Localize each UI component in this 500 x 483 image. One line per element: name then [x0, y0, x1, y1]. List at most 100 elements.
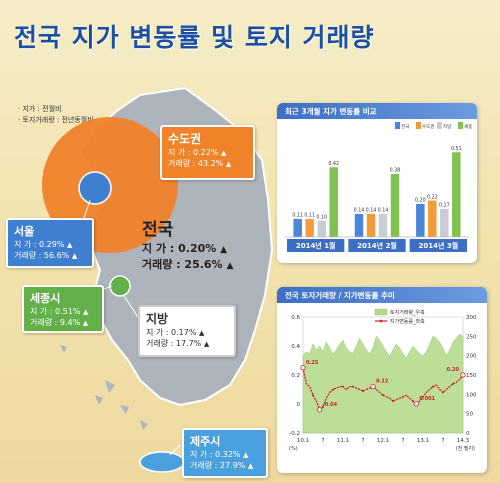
annotation-marker	[317, 407, 323, 413]
price-point	[352, 385, 354, 388]
category-bar-label-bg	[409, 239, 467, 252]
price-point	[362, 389, 364, 392]
legend-label: 토지거래량_우축	[390, 309, 425, 316]
legend-label: 세종	[464, 123, 472, 130]
y-left-tick: 0.6	[291, 315, 300, 321]
annotation-label: 0.20	[447, 367, 460, 373]
x-tick: 14.3	[457, 438, 470, 444]
legend-swatch	[458, 122, 463, 129]
data-label: 0.42	[328, 161, 339, 167]
price-point	[312, 394, 314, 397]
annotation-marker	[413, 401, 419, 407]
region-seoul-card: 서울 지 가 : 0.29% ▲ 거래량 : 56.6% ▲	[6, 218, 94, 268]
category-bar-label-bg	[287, 239, 345, 252]
bar	[415, 203, 426, 238]
annotation-label: 0.12	[376, 379, 389, 385]
price-point	[442, 391, 444, 394]
region-name: 전국	[142, 220, 174, 240]
region-price: 지 가 : 0.20%	[142, 242, 217, 255]
y-right-tick: 100	[466, 392, 477, 398]
price-point	[322, 405, 324, 408]
region-price: 지 가 : 0.32%	[190, 450, 241, 459]
region-name: 제주시	[190, 435, 221, 448]
legend-marker	[379, 319, 383, 323]
line-chart-title: 전국 토지거래량 / 지가변동률 추이	[277, 287, 487, 303]
legend-label: 전국	[401, 123, 409, 130]
bar	[366, 213, 376, 238]
region-price: 지 가 : 0.22%	[168, 148, 219, 157]
bar	[451, 151, 462, 238]
annotation-label: 0.25	[306, 360, 319, 366]
y-right-tick: 0	[466, 431, 470, 437]
price-point	[332, 388, 334, 391]
data-label: 0.11	[304, 213, 315, 219]
region-local-card: 지방 지 가 : 0.17% ▲ 거래량 : 17.7% ▲	[138, 305, 236, 357]
seoul-circle	[78, 171, 112, 205]
jeju-island	[139, 451, 185, 473]
annotation-marker	[300, 365, 306, 371]
bar	[292, 218, 303, 238]
price-line	[302, 367, 464, 411]
price-point	[402, 395, 404, 398]
price-point	[422, 395, 424, 398]
bar	[427, 200, 438, 238]
data-label: 0.14	[378, 208, 389, 214]
page-title: 전국 지가 변동률 및 토지 거래량	[14, 23, 375, 52]
x-tick: 10.1	[297, 438, 309, 444]
price-point	[392, 400, 394, 403]
x-tick: 7	[361, 438, 365, 444]
price-point	[452, 382, 454, 385]
price-point	[382, 394, 384, 397]
region-price: 지 가 : 0.29%	[14, 240, 65, 249]
region-name: 수도권	[168, 132, 202, 146]
x-tick: 7	[401, 438, 405, 444]
data-label: 0.10	[316, 214, 327, 220]
legend-label: 지가변동률_좌축	[390, 318, 425, 325]
region-jeju-card: 제주시 지 가 : 0.32% ▲ 거래량 : 27.9% ▲	[182, 428, 268, 478]
line-chart-panel: 전국 토지거래량 / 지가변동률 추이 0.6 0.4 0.2 0 -0.2 300 250…	[277, 287, 487, 473]
y-right-tick: 150	[466, 373, 477, 379]
y-right-tick: 250	[466, 334, 477, 340]
data-label: 0.38	[390, 168, 401, 174]
bar	[378, 213, 388, 238]
notes: · 지가 : 전월비 · 토지거래량 : 전년동월비	[18, 104, 94, 126]
region-volume: 거래량 : 17.7%	[146, 339, 202, 348]
region-volume: 거래량 : 56.6%	[14, 251, 70, 260]
annotation-marker	[460, 372, 466, 378]
data-label: 0.14	[354, 208, 365, 214]
legend-label: 지방	[443, 123, 451, 130]
volume-area	[302, 334, 464, 434]
islands-shape	[60, 345, 148, 430]
legend-swatch	[395, 122, 400, 129]
y-left-tick: 0.2	[291, 373, 300, 379]
region-sejong-card: 세종시 지 가 : 0.51% ▲ 거래량 : 9.4% ▲	[22, 285, 104, 333]
data-label: 0.51	[451, 146, 462, 152]
bar	[390, 173, 400, 238]
x-tick: 12.1	[377, 438, 389, 444]
x-tick: 7	[321, 438, 325, 444]
legend-swatch	[437, 122, 442, 129]
y-left-tick: -0.2	[289, 431, 300, 437]
data-label: 0.14	[366, 208, 377, 214]
y-right-tick: 50	[466, 412, 473, 418]
data-label: 0.22	[427, 194, 438, 200]
region-volume: 거래량 : 27.9%	[190, 461, 246, 470]
y-right-tick: 300	[466, 315, 477, 321]
bar	[439, 208, 450, 238]
annotation-label: -0.04	[323, 402, 338, 408]
x-tick: 13.1	[417, 438, 429, 444]
bar	[328, 166, 339, 238]
data-label: 0.11	[292, 213, 303, 219]
price-point	[432, 385, 434, 388]
y-right-tick: 200	[466, 354, 477, 360]
category-bar-label-bg	[348, 239, 406, 252]
category-label: 2014년 2월	[357, 241, 397, 250]
legend-swatch	[374, 308, 388, 316]
region-volume: 거래량 : 9.4%	[30, 318, 81, 327]
note-volume: · 토지거래량 : 전년동월비	[18, 116, 94, 124]
bar-chart-title: 최근 3개월 지가 변동률 비교	[277, 103, 477, 119]
line-chart: 0.60.40.20-0.23002502001501005000.25-0.0…	[289, 308, 477, 452]
note-price: · 지가 : 전월비	[18, 105, 62, 113]
